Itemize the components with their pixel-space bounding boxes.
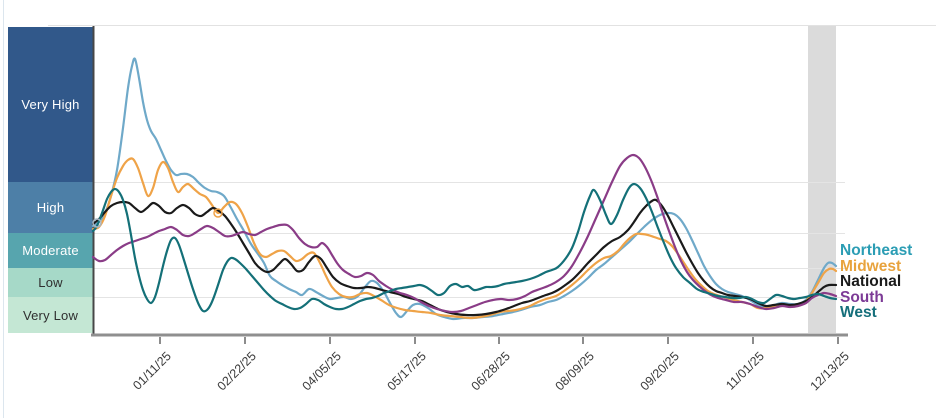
activity-level-axis: Very High High Moderate Low Very Low <box>8 27 93 333</box>
legend-label: Midwest <box>840 257 902 275</box>
legend-item-northeast[interactable]: Northeast <box>840 243 912 259</box>
top-border-line <box>48 25 936 26</box>
level-band-high: High <box>8 182 93 233</box>
level-band-very-high: Very High <box>8 27 93 182</box>
legend-item-west[interactable]: West <box>840 305 912 321</box>
legend-item-south[interactable]: South <box>840 288 912 306</box>
level-band-label: High <box>36 200 65 215</box>
legend-item-midwest[interactable]: Midwest <box>840 257 912 275</box>
level-band-moderate: Moderate <box>8 233 93 268</box>
level-band-very-low: Very Low <box>8 297 93 333</box>
legend-label: South <box>840 288 884 306</box>
series-line-northeast[interactable] <box>91 57 838 321</box>
legend-item-national[interactable]: National <box>840 274 912 290</box>
level-band-low: Low <box>8 268 93 297</box>
legend: Northeast Midwest National South West <box>840 243 912 321</box>
page-left-border <box>3 0 4 418</box>
series-line-midwest[interactable] <box>91 157 838 320</box>
level-band-label: Very High <box>21 97 80 112</box>
point-marker-northeast[interactable] <box>92 218 102 228</box>
level-band-label: Very Low <box>22 307 79 323</box>
legend-label: National <box>840 273 902 291</box>
legend-label: West <box>840 304 877 322</box>
legend-label: Northeast <box>840 242 913 259</box>
level-band-label: Low <box>38 275 63 290</box>
level-band-label: Moderate <box>22 243 79 258</box>
series-line-south[interactable] <box>91 153 838 314</box>
forecast-shaded-band <box>808 26 836 333</box>
series-line-west[interactable] <box>91 182 838 313</box>
point-marker-midwest[interactable] <box>213 208 223 218</box>
